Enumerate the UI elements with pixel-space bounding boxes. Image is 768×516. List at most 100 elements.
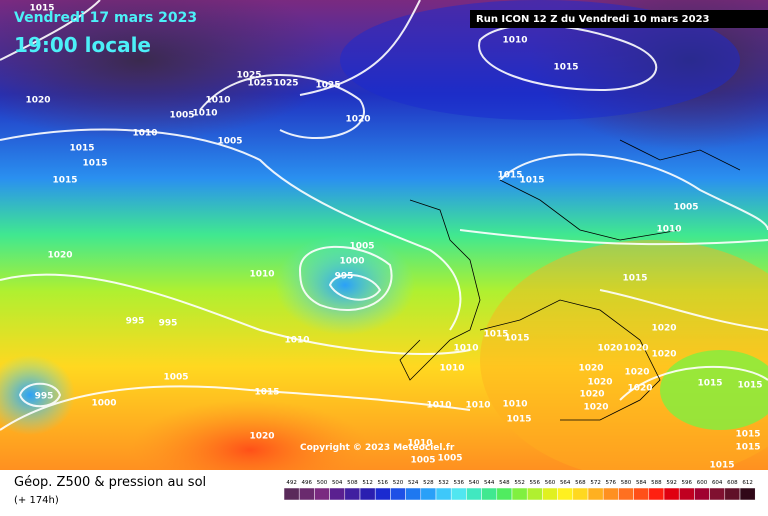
colorbar-label: 528 <box>423 480 434 486</box>
colorbar-label: 564 <box>560 480 571 486</box>
isobar-label: 1015 <box>553 63 578 73</box>
colorbar-label: 532 <box>438 480 449 486</box>
isobar-label: 995 <box>159 319 178 329</box>
colorbar-label: 520 <box>393 480 404 486</box>
isobar-label: 1020 <box>651 324 676 334</box>
isobar-label: 1020 <box>651 350 676 360</box>
isobar-label: 1005 <box>349 242 374 252</box>
colorbar-swatch <box>481 487 498 501</box>
isobar-label: 1010 <box>249 270 274 280</box>
isobar-label: 1015 <box>29 4 54 14</box>
isobar-label: 1020 <box>587 378 612 388</box>
forecast-time: 19:00 locale <box>14 33 151 57</box>
isobar-label: 1010 <box>502 36 527 46</box>
isobar-label: 1015 <box>497 171 522 181</box>
isobar-label: 1010 <box>465 401 490 411</box>
colorbar-label: 568 <box>575 480 586 486</box>
colorbar-label: 576 <box>606 480 617 486</box>
isobar-label: 1010 <box>439 364 464 374</box>
colorbar-label: 492 <box>286 480 297 486</box>
colorbar-label: 536 <box>454 480 465 486</box>
isobar-label: 1015 <box>483 330 508 340</box>
isobar-label: 1015 <box>69 144 94 154</box>
colorbar-label: 508 <box>347 480 358 486</box>
isobar-label: 1015 <box>697 379 722 389</box>
isobar-label: 1020 <box>583 403 608 413</box>
colorbar-swatch <box>572 487 589 501</box>
colorbar-label: 592 <box>666 480 677 486</box>
isobar-label: 1005 <box>437 454 462 464</box>
isobar-label: 995 <box>335 272 354 282</box>
isobar-label: 1010 <box>453 344 478 354</box>
colorbar-swatch <box>405 487 422 501</box>
copyright: Copyright © 2023 Meteociel.fr <box>300 443 455 453</box>
isobar-label: 1005 <box>410 456 435 466</box>
colorbar-label: 504 <box>332 480 343 486</box>
isobar-label: 1020 <box>597 344 622 354</box>
isobar-label: 1025 <box>273 79 298 89</box>
colorbar-swatch <box>663 487 680 501</box>
colorbar-swatch <box>435 487 452 501</box>
isobar-label: 1005 <box>217 137 242 147</box>
colorbar-label: 544 <box>484 480 495 486</box>
isobar-label: 1000 <box>91 399 116 409</box>
isobar-label: 1000 <box>339 257 364 267</box>
isobar-label: 1025 <box>236 71 261 81</box>
isobar-label: 1015 <box>735 443 760 453</box>
colorbar-swatch <box>450 487 467 501</box>
isobar-label: 995 <box>126 317 145 327</box>
colorbar-label: 612 <box>742 480 753 486</box>
colorbar-swatch <box>694 487 710 501</box>
isobar-label: 1025 <box>247 79 272 89</box>
colorbar: 492 496 500 504 508 512 516 520 524 528 532 536 540 5… <box>283 480 756 501</box>
isobar-label: 1015 <box>506 415 531 425</box>
colorbar-label: 496 <box>302 480 313 486</box>
colorbar-swatch <box>298 487 315 501</box>
colorbar-swatch <box>511 487 528 501</box>
colorbar-swatch <box>648 487 665 501</box>
isobar-label: 1015 <box>254 388 279 398</box>
isobar-label: 1010 <box>132 129 157 139</box>
colorbar-swatch <box>466 487 482 501</box>
isobar-label: 995 <box>35 392 54 402</box>
map <box>0 0 768 500</box>
colorbar-swatch <box>557 487 574 501</box>
isobar-label: 1020 <box>624 368 649 378</box>
isobar-label: 1005 <box>169 111 194 121</box>
colorbar-label: 512 <box>362 480 373 486</box>
colorbar-label: 540 <box>469 480 480 486</box>
isobar-label: 1015 <box>622 274 647 284</box>
isobar-labels: 1015102010101005101010151015101510251025… <box>25 4 762 471</box>
colorbar-swatch <box>587 487 604 501</box>
colorbar-swatch <box>633 487 650 501</box>
isobar-label: 1005 <box>673 203 698 213</box>
isobar-label: 1020 <box>578 364 603 374</box>
colorbar-swatch <box>739 487 756 501</box>
colorbar-label: 500 <box>317 480 328 486</box>
colorbar-swatch <box>329 487 346 501</box>
colorbar-swatch <box>618 487 634 501</box>
isobar-label: 1020 <box>47 251 72 261</box>
isobar-label: 1025 <box>315 81 340 91</box>
colorbar-swatch <box>724 487 741 501</box>
colorbar-label: 580 <box>621 480 632 486</box>
colorbar-swatch <box>709 487 726 501</box>
colorbar-swatch <box>526 487 543 501</box>
colorbar-swatch <box>374 487 391 501</box>
isobar-label: 1015 <box>52 176 77 186</box>
isobar-label: 1020 <box>25 96 50 106</box>
isobar-label: 1015 <box>504 334 529 344</box>
isobar-label: 1010 <box>284 336 309 346</box>
isobar-label: 1020 <box>579 390 604 400</box>
colorbar-label: 572 <box>590 480 601 486</box>
colorbar-label: 552 <box>514 480 525 486</box>
colorbar-label: 596 <box>682 480 693 486</box>
isobar-label: 1010 <box>502 400 527 410</box>
isobar-label: 1015 <box>709 461 734 471</box>
colorbar-label: 588 <box>651 480 662 486</box>
isobar-label: 1015 <box>519 176 544 186</box>
colorbar-swatch <box>542 487 558 501</box>
colorbar-label: 600 <box>697 480 708 486</box>
colorbar-swatch <box>390 487 406 501</box>
